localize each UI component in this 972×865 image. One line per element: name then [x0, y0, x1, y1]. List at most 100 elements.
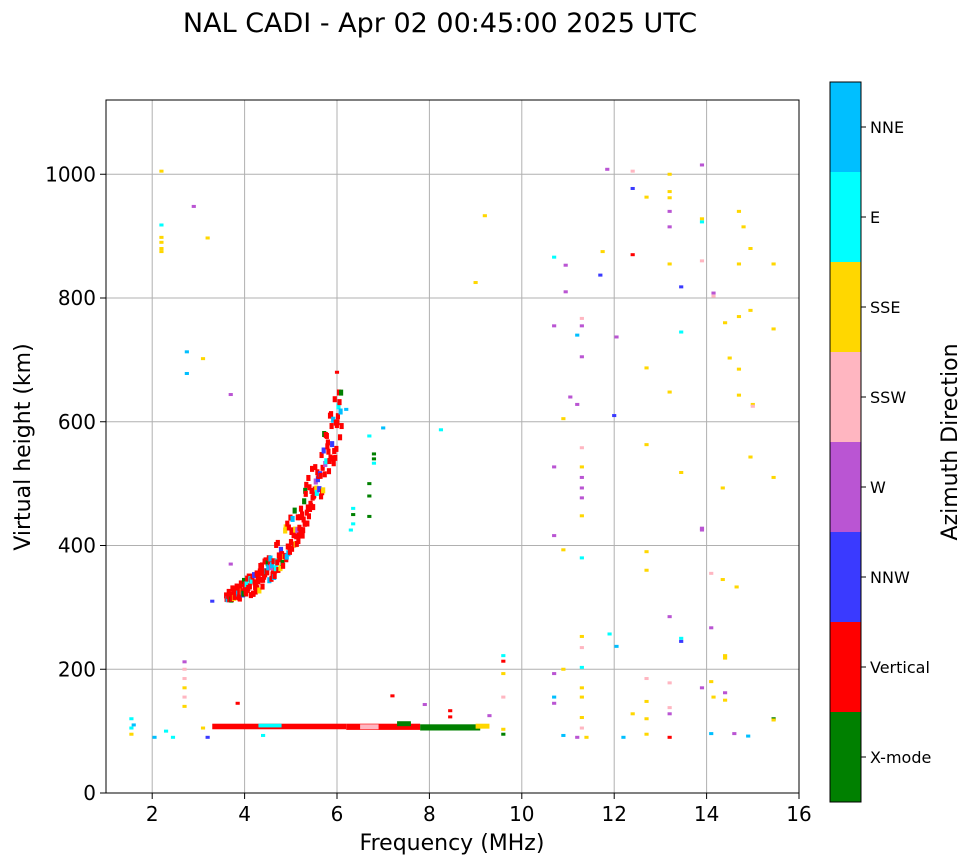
echo-point	[338, 408, 343, 415]
echo-point	[630, 186, 635, 190]
echo-point	[351, 522, 356, 526]
echo-point	[607, 632, 612, 636]
echo-point	[260, 576, 266, 583]
echo-point	[238, 580, 243, 587]
echo-point	[579, 514, 584, 518]
echo-point	[667, 615, 672, 619]
echo-point	[750, 404, 755, 408]
echo-point	[579, 465, 584, 469]
echo-point	[228, 393, 233, 397]
echo-point	[748, 308, 753, 312]
echo-point	[251, 590, 256, 597]
echo-point	[367, 434, 372, 438]
echo-point	[205, 735, 210, 739]
x-axis: 2 4 6 8 10 12 14 16	[146, 793, 812, 826]
echo-point	[159, 250, 164, 254]
echo-point	[247, 583, 252, 590]
echo-point	[720, 578, 725, 582]
echo-point	[552, 534, 557, 538]
echo-point	[260, 583, 265, 590]
echo-point	[311, 504, 316, 511]
echo-point	[285, 520, 290, 527]
echo-point	[226, 588, 231, 595]
echo-point	[741, 225, 746, 229]
echo-point	[579, 716, 584, 720]
echo-point	[644, 699, 649, 703]
echo-point	[736, 315, 742, 319]
echo-point	[304, 509, 309, 516]
echo-point	[736, 393, 742, 397]
echo-point	[324, 432, 329, 439]
y-axis-label: Virtual height (km)	[11, 343, 36, 550]
echo-point	[561, 417, 566, 421]
echo-point	[563, 263, 568, 267]
colorbar-swatch	[830, 532, 861, 622]
echo-point	[746, 734, 751, 738]
echo-point	[300, 532, 305, 539]
colorbar-swatch	[830, 82, 861, 172]
echo-point	[501, 727, 506, 731]
echo-point	[289, 545, 295, 552]
echo-point	[284, 553, 289, 560]
echo-point	[282, 553, 287, 560]
colorbar-swatch	[830, 622, 861, 712]
echo-point	[205, 236, 210, 240]
echo-point	[304, 481, 309, 488]
echo-point	[182, 667, 187, 671]
echo-point	[422, 703, 427, 707]
echo-point	[277, 556, 282, 563]
colorbar-swatch	[830, 352, 861, 442]
echo-point	[318, 472, 323, 479]
colorbar-tick-label: Vertical	[870, 658, 930, 677]
echo-point	[644, 677, 649, 681]
echo-point	[699, 220, 705, 224]
echo-point	[579, 316, 584, 320]
echo-point	[310, 465, 315, 472]
echo-point	[182, 677, 187, 681]
echo-point	[159, 235, 164, 239]
x-tick-label: 14	[694, 802, 719, 826]
echo-point	[563, 290, 568, 294]
echo-point	[319, 452, 324, 459]
echo-point	[337, 434, 343, 441]
echo-point	[200, 726, 206, 730]
echo-point	[271, 558, 276, 565]
echo-point	[301, 516, 306, 523]
x-tick-label: 16	[786, 802, 811, 826]
echo-point	[330, 441, 335, 448]
x-tick-label: 10	[509, 802, 534, 826]
echo-point	[244, 590, 249, 597]
echo-point	[579, 665, 584, 669]
echo-point	[579, 556, 584, 560]
echo-point	[561, 667, 566, 671]
echo-point	[482, 214, 487, 218]
echo-point	[335, 419, 340, 426]
echo-point	[321, 447, 326, 454]
echo-point	[297, 514, 303, 521]
echo-point	[159, 223, 164, 227]
echo-point	[621, 735, 626, 739]
echo-point	[278, 565, 283, 572]
echo-point	[579, 695, 584, 699]
plot-frame	[105, 99, 800, 794]
echo-point	[333, 454, 338, 461]
echo-point	[579, 686, 584, 690]
echo-point	[273, 565, 278, 572]
echo-point	[305, 520, 310, 527]
plot-background	[106, 100, 799, 793]
echo-point	[152, 735, 157, 739]
echo-point	[278, 546, 284, 553]
x-tick-label: 4	[238, 802, 251, 826]
echo-point	[552, 465, 557, 469]
echo-point	[276, 566, 281, 573]
echo-point	[667, 681, 672, 685]
echo-point	[286, 524, 291, 531]
echo-point	[748, 455, 753, 459]
echo-point	[771, 327, 776, 331]
echo-point	[575, 333, 580, 337]
echo-point	[723, 656, 728, 660]
colorbar-tick-label: X-mode	[870, 748, 931, 767]
echo-point	[252, 579, 257, 586]
echo-point	[667, 735, 672, 739]
echo-band	[397, 721, 411, 727]
